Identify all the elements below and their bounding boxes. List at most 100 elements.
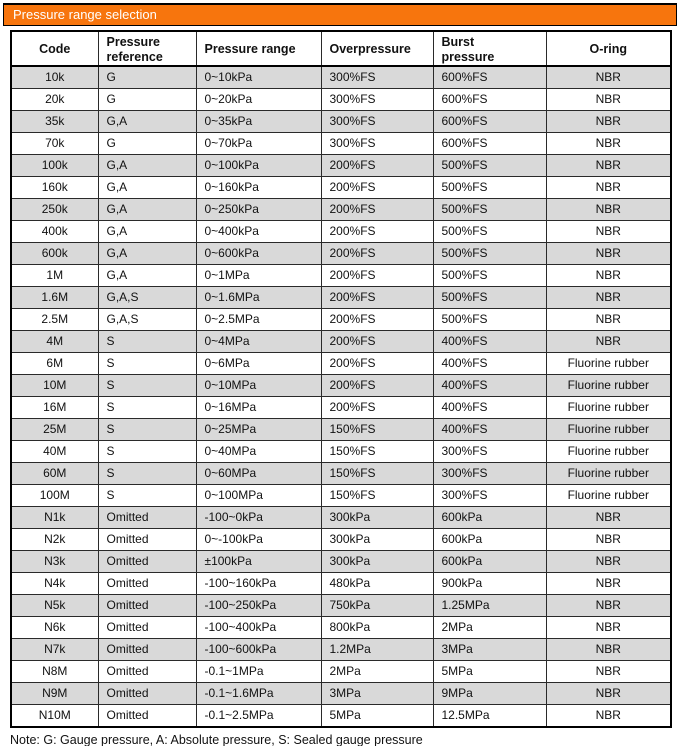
table-cell: 200%FS [320, 330, 434, 353]
table-cell: 3MPa [432, 638, 547, 661]
table-row: N8M Omitted -0.1~1MPa 2MPa 5MPa NBR [10, 660, 672, 683]
table-row: 35k G,A 0~35kPa 300%FS 600%FS NBR [10, 110, 672, 133]
table-cell: G,A [97, 154, 197, 177]
table-cell: 400%FS [432, 396, 547, 419]
table-cell: Fluorine rubber [545, 440, 672, 463]
table-cell: 200%FS [320, 198, 434, 221]
column-header-burst-pressure: Burst pressure [432, 30, 547, 67]
table-cell: 4M [10, 330, 99, 353]
table-row: 10M S 0~10MPa 200%FS 400%FS Fluorine rubber [10, 374, 672, 397]
table-cell: G,A [97, 198, 197, 221]
table-cell: 480kPa [320, 572, 434, 595]
table-cell: 0~35kPa [195, 110, 322, 133]
table-cell: Omitted [97, 528, 197, 551]
table-cell: Omitted [97, 660, 197, 683]
table-cell: 3MPa [320, 682, 434, 705]
table-cell: 200%FS [320, 154, 434, 177]
table-cell: NBR [545, 220, 672, 243]
table-cell: 0~400kPa [195, 220, 322, 243]
table-cell: 0~160kPa [195, 176, 322, 199]
table-cell: NBR [545, 638, 672, 661]
table-cell: N8M [10, 660, 99, 683]
column-header-o-ring: O-ring [545, 30, 672, 67]
table-cell: 900kPa [432, 572, 547, 595]
table-cell: 200%FS [320, 242, 434, 265]
table-cell: 300%FS [320, 110, 434, 133]
table-cell: N2k [10, 528, 99, 551]
table-cell: 150%FS [320, 462, 434, 485]
section-title-bar: Pressure range selection [3, 3, 677, 26]
table-row: 4M S 0~4MPa 200%FS 400%FS NBR [10, 330, 672, 353]
table-cell: 5MPa [432, 660, 547, 683]
table-cell: 300%FS [320, 132, 434, 155]
table-cell: S [97, 352, 197, 375]
table-cell: NBR [545, 704, 672, 728]
table-cell: 160k [10, 176, 99, 199]
table-cell: -0.1~1.6MPa [195, 682, 322, 705]
table-header-row: Code Pressure reference Pressure range O… [10, 30, 672, 67]
table-cell: NBR [545, 65, 672, 89]
column-header-overpressure: Overpressure [320, 30, 434, 67]
table-cell: G,A [97, 176, 197, 199]
table-cell: 20k [10, 88, 99, 111]
table-cell: 0~25MPa [195, 418, 322, 441]
table-cell: 600kPa [432, 528, 547, 551]
table-cell: 400%FS [432, 374, 547, 397]
table-cell: 0~100kPa [195, 154, 322, 177]
table-cell: 150%FS [320, 484, 434, 507]
table-cell: Omitted [97, 572, 197, 595]
table-cell: 300kPa [320, 506, 434, 529]
table-cell: 300%FS [432, 484, 547, 507]
table-cell: G [97, 65, 197, 89]
table-cell: Omitted [97, 506, 197, 529]
table-cell: 600%FS [432, 88, 547, 111]
table-cell: -100~160kPa [195, 572, 322, 595]
table-cell: 0~600kPa [195, 242, 322, 265]
table-row: N6k Omitted -100~400kPa 800kPa 2MPa NBR [10, 616, 672, 639]
table-cell: 500%FS [432, 242, 547, 265]
table-cell: 0~10MPa [195, 374, 322, 397]
table-cell: NBR [545, 682, 672, 705]
table-row: N5k Omitted -100~250kPa 750kPa 1.25MPa NBR [10, 594, 672, 617]
table-cell: -0.1~1MPa [195, 660, 322, 683]
table-header: Code Pressure reference Pressure range O… [10, 30, 672, 67]
table-row: 70k G 0~70kPa 300%FS 600%FS NBR [10, 132, 672, 155]
table-row: 40M S 0~40MPa 150%FS 300%FS Fluorine rubber [10, 440, 672, 463]
table-cell: G,A [97, 220, 197, 243]
table-cell: Omitted [97, 638, 197, 661]
table-cell: NBR [545, 572, 672, 595]
column-header-pressure-reference: Pressure reference [97, 30, 197, 67]
table-cell: 500%FS [432, 176, 547, 199]
table-cell: 200%FS [320, 396, 434, 419]
table-row: N4k Omitted -100~160kPa 480kPa 900kPa NBR [10, 572, 672, 595]
table-row: N2k Omitted 0~-100kPa 300kPa 600kPa NBR [10, 528, 672, 551]
table-cell: 500%FS [432, 286, 547, 309]
table-cell: 0~1MPa [195, 264, 322, 287]
table-cell: 500%FS [432, 220, 547, 243]
table-cell: 600%FS [432, 132, 547, 155]
table-cell: NBR [545, 198, 672, 221]
table-cell: 0~40MPa [195, 440, 322, 463]
table-cell: G,A [97, 264, 197, 287]
table-cell: Fluorine rubber [545, 352, 672, 375]
table-row: 160k G,A 0~160kPa 200%FS 500%FS NBR [10, 176, 672, 199]
table-cell: NBR [545, 176, 672, 199]
table-cell: -100~0kPa [195, 506, 322, 529]
table-cell: 600%FS [432, 110, 547, 133]
table-cell: N6k [10, 616, 99, 639]
table-cell: 10M [10, 374, 99, 397]
table-cell: S [97, 396, 197, 419]
table-row: 25M S 0~25MPa 150%FS 400%FS Fluorine rubber [10, 418, 672, 441]
table-cell: 0~1.6MPa [195, 286, 322, 309]
table-cell: NBR [545, 330, 672, 353]
table-cell: 600kPa [432, 550, 547, 573]
table-cell: N5k [10, 594, 99, 617]
table-cell: 300%FS [432, 440, 547, 463]
table-row: 1M G,A 0~1MPa 200%FS 500%FS NBR [10, 264, 672, 287]
table-cell: G,A [97, 242, 197, 265]
table-cell: NBR [545, 594, 672, 617]
table-row: 60M S 0~60MPa 150%FS 300%FS Fluorine rubber [10, 462, 672, 485]
table-cell: N7k [10, 638, 99, 661]
table-cell: 300kPa [320, 528, 434, 551]
table-cell: 400%FS [432, 330, 547, 353]
